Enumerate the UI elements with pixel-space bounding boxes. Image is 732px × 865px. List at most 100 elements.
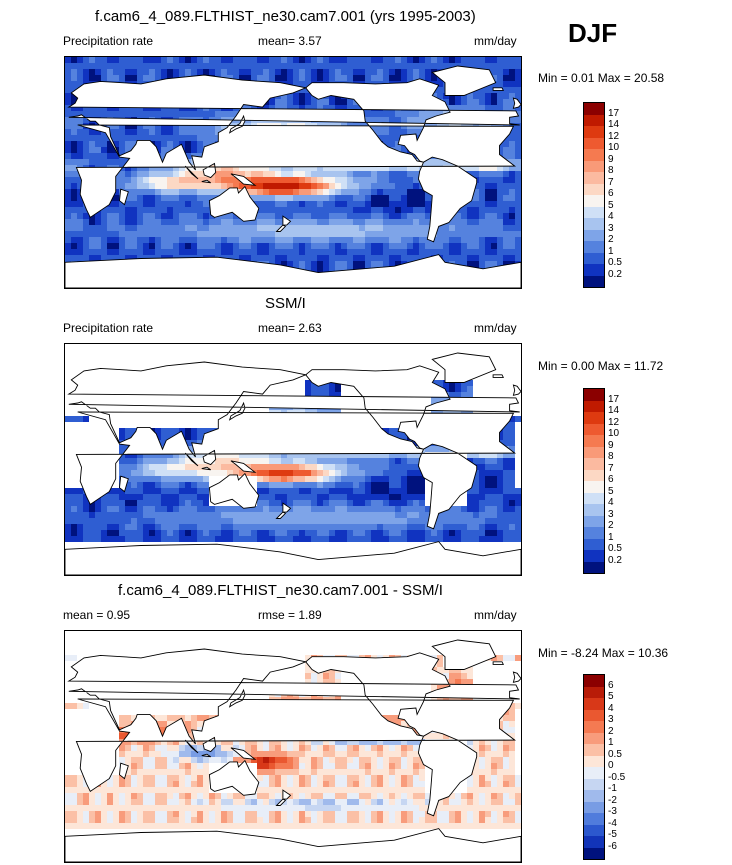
map-grid-cell [365, 183, 372, 190]
map-grid-cell [281, 386, 288, 393]
map-grid-cell [233, 231, 240, 238]
map-grid-cell [467, 93, 474, 100]
map-grid-cell [77, 464, 84, 471]
map-grid-cell [137, 219, 144, 226]
map-grid-cell [71, 452, 78, 459]
map-grid-cell [491, 362, 498, 369]
map-grid-cell [515, 147, 521, 154]
map-grid-cell [443, 231, 450, 238]
map-grid-cell [173, 428, 180, 435]
map-grid-cell [299, 452, 306, 459]
map-grid-cell [107, 500, 114, 507]
map-grid-cell [179, 183, 186, 190]
map-grid-cell [281, 261, 288, 268]
map-grid-cell [185, 398, 192, 405]
map-grid-cell [65, 398, 72, 405]
map-grid-cell [125, 111, 132, 118]
map-grid-cell [473, 380, 480, 387]
map-grid-cell [197, 458, 204, 465]
map-grid-cell [491, 368, 498, 375]
map-grid-cell [65, 57, 72, 64]
map-grid-cell [203, 129, 210, 136]
map-grid-cell [227, 219, 234, 226]
map-grid-cell [185, 344, 192, 351]
map-grid-cell [335, 243, 342, 250]
map-grid-cell [497, 482, 504, 489]
map-grid-cell [143, 195, 150, 202]
map-grid-cell [401, 416, 408, 423]
map-grid-cell [161, 135, 168, 142]
map-grid-cell [509, 177, 516, 184]
map-grid-cell [77, 237, 84, 244]
map-grid-cell [65, 171, 72, 178]
map-grid-cell [71, 177, 78, 184]
map-grid-cell [389, 470, 396, 477]
map-grid-cell [419, 225, 426, 232]
map-grid-cell [101, 147, 108, 154]
map-grid-cell [419, 213, 426, 220]
colorbar-tick-label: 0.5 [608, 257, 622, 268]
map-grid-cell [389, 141, 396, 148]
map-grid-cell [395, 177, 402, 184]
map-grid-cell [287, 458, 294, 465]
map-grid-cell [113, 416, 120, 423]
map-grid-cell [83, 213, 90, 220]
map-grid-cell [479, 201, 486, 208]
map-grid-cell [179, 344, 186, 351]
map-grid-cell [101, 213, 108, 220]
map-grid-cell [473, 207, 480, 214]
map-grid-cell [395, 350, 402, 357]
map-grid-cell [311, 195, 318, 202]
map-grid-cell [335, 470, 342, 477]
map-grid-cell [281, 488, 288, 495]
map-grid-cell [131, 464, 138, 471]
map-grid-cell [299, 464, 306, 471]
map-grid-cell [299, 195, 306, 202]
map-grid-cell [311, 470, 318, 477]
map-grid-cell [449, 99, 456, 106]
map-grid-cell [101, 428, 108, 435]
map-grid-cell [65, 117, 72, 124]
map-grid-cell [413, 464, 420, 471]
map-grid-cell [347, 452, 354, 459]
map-grid-cell [401, 147, 408, 154]
map-grid-cell [509, 488, 516, 495]
map-grid-cell [341, 171, 348, 178]
map-grid-cell [515, 57, 521, 64]
map-grid-cell [95, 440, 102, 447]
map-grid-cell [497, 225, 504, 232]
map-grid-cell [71, 213, 78, 220]
map-grid-cell [503, 63, 510, 70]
map-grid-cell [77, 195, 84, 202]
map-grid-cell [503, 201, 510, 208]
map-grid-cell [77, 123, 84, 130]
map-grid-cell [323, 458, 330, 465]
map-grid-cell [125, 428, 132, 435]
map-grid-cell [329, 470, 336, 477]
map-grid-cell [77, 81, 84, 88]
map-grid-cell [107, 237, 114, 244]
map-grid-cell [485, 225, 492, 232]
map-grid-cell [83, 75, 90, 82]
map-grid-cell [467, 63, 474, 70]
map-grid-cell [251, 75, 258, 82]
map-grid-cell [323, 207, 330, 214]
map-grid-cell [515, 488, 521, 495]
map-grid-cell [371, 350, 378, 357]
map-grid-cell [65, 362, 72, 369]
map-grid-cell [245, 75, 252, 82]
map-grid-cell [377, 362, 384, 369]
map-grid-cell [119, 69, 126, 76]
map-grid-cell [389, 207, 396, 214]
map-grid-cell [83, 117, 90, 124]
map-grid-cell [131, 416, 138, 423]
map-grid-cell [341, 201, 348, 208]
map-grid-cell [377, 494, 384, 501]
map-grid-cell [119, 207, 126, 214]
map-grid-cell [101, 141, 108, 148]
map-grid-cell [179, 482, 186, 489]
map-grid-cell [515, 141, 521, 148]
map-grid-cell [329, 494, 336, 501]
map-grid-cell [293, 249, 300, 256]
map-grid-cell [269, 231, 276, 238]
